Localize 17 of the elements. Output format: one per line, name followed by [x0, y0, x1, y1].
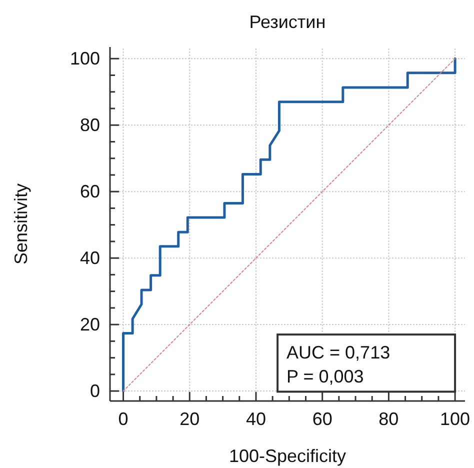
y-tick-label: 20 — [80, 314, 100, 335]
x-tick-label: 100 — [440, 409, 470, 429]
y-tick-label: 0 — [90, 381, 100, 402]
chart-title: Резистин — [249, 12, 326, 32]
y-tick-label: 100 — [70, 48, 100, 69]
x-tick-label: 40 — [246, 409, 266, 429]
x-tick-label: 20 — [180, 409, 200, 429]
y-tick-label: 40 — [80, 248, 100, 268]
x-tick-label: 60 — [312, 409, 332, 429]
x-tick-label: 80 — [378, 409, 399, 429]
y-tick-label: 80 — [80, 115, 100, 136]
y-axis-title: Sensitivity — [11, 183, 31, 265]
x-tick-label: 0 — [118, 409, 128, 429]
y-tick-label: 60 — [80, 182, 100, 202]
annotation: AUC = 0,713 — [286, 342, 390, 363]
x-axis-title: 100-Specificity — [228, 446, 346, 466]
annotation: P = 0,003 — [286, 366, 364, 387]
